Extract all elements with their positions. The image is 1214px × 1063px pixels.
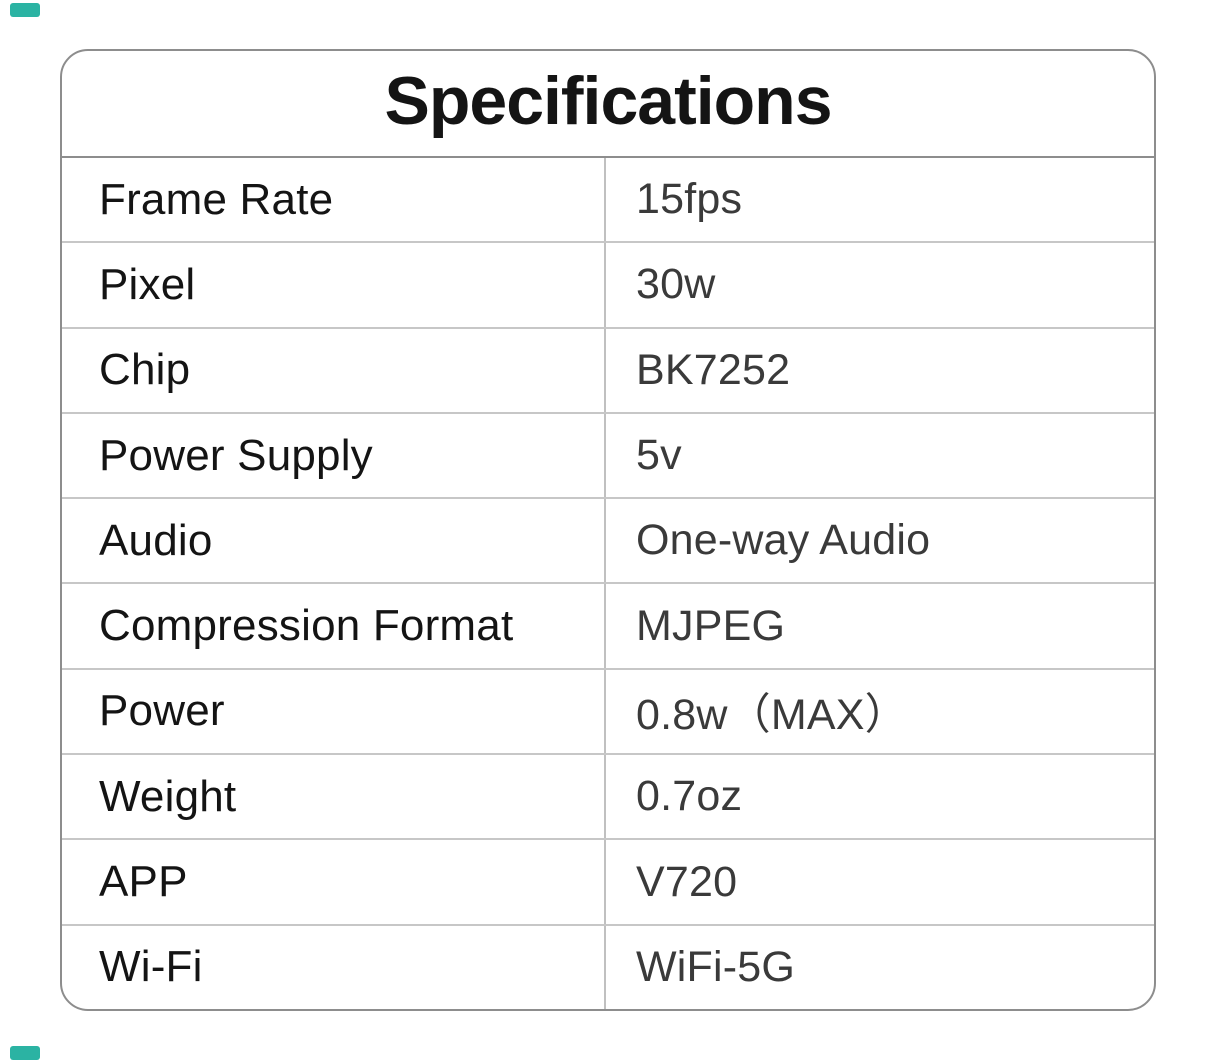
spec-label: Power [62, 669, 606, 754]
spec-row: APP V720 [62, 838, 1154, 924]
spec-label: Frame Rate [62, 158, 606, 242]
spec-label: Pixel [62, 243, 606, 327]
spec-label: Wi-Fi [62, 925, 606, 1009]
spec-label: APP [62, 840, 606, 924]
spec-row: Chip BK7252 [62, 326, 1154, 412]
spec-row: Pixel 30w [62, 241, 1154, 327]
spec-label: Weight [62, 755, 606, 839]
page-title: Specifications [384, 62, 832, 139]
spec-row: Weight 0.7oz [62, 753, 1154, 839]
spec-value: MJPEG [636, 601, 786, 650]
spec-label: Chip [62, 328, 606, 412]
spec-row: Audio One-way Audio [62, 497, 1154, 583]
spec-value: BK7252 [636, 345, 791, 394]
teal-corner-accent-bottom [10, 1046, 40, 1060]
spec-label: Compression Format [62, 584, 606, 668]
spec-value: 15fps [636, 175, 743, 224]
spec-row: Wi-Fi WiFi-5G [62, 923, 1154, 1009]
spec-value: WiFi-5G [636, 942, 796, 991]
spec-value: 0.7oz [636, 772, 743, 821]
spec-row: Power Supply 5v [62, 411, 1154, 498]
specifications-card: Specifications Frame Rate 15fps Pixel 30w Ch… [60, 49, 1156, 1011]
spec-value: V720 [636, 857, 738, 906]
spec-row: Power 0.8w（MAX） [62, 667, 1154, 754]
spec-row: Frame Rate 15fps [62, 158, 1154, 242]
teal-corner-accent-top [10, 3, 40, 17]
spec-value: One-way Audio [636, 516, 931, 565]
spec-label: Power Supply [62, 413, 606, 498]
spec-row: Compression Format MJPEG [62, 582, 1154, 668]
spec-table: Frame Rate 15fps Pixel 30w Chip BK7252 Power S… [62, 158, 1154, 1009]
spec-value: 5v [636, 431, 682, 480]
spec-label: Audio [62, 499, 606, 583]
spec-value: 0.8w（MAX） [636, 691, 908, 740]
card-header: Specifications [62, 51, 1154, 158]
spec-value: 30w [636, 260, 716, 309]
